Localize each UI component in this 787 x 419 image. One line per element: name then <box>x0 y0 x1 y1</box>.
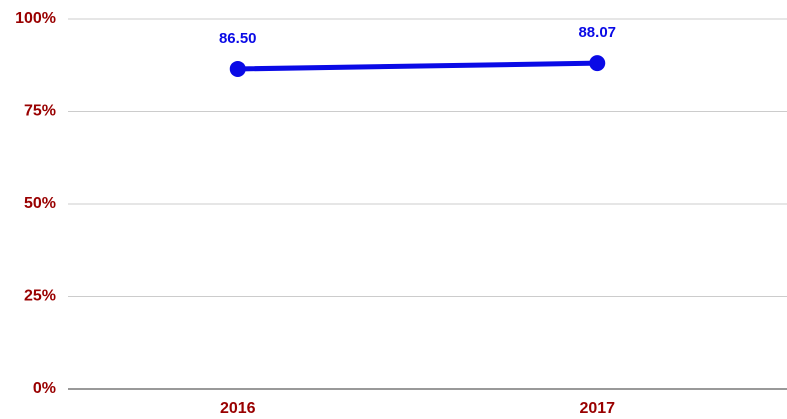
y-tick-label: 25% <box>24 288 56 305</box>
line <box>235 60 600 72</box>
data-label: 86.50 <box>219 30 257 47</box>
y-tick-label: 50% <box>24 195 56 212</box>
point <box>589 55 606 72</box>
x-tick-label: 2016 <box>220 400 256 417</box>
data-label: 88.07 <box>578 24 616 41</box>
y-tick-label: 0% <box>33 380 56 397</box>
point <box>229 60 246 77</box>
x-tick-label: 2017 <box>579 400 615 417</box>
y-tick-label: 100% <box>15 10 56 27</box>
y-tick-label: 75% <box>24 103 56 120</box>
